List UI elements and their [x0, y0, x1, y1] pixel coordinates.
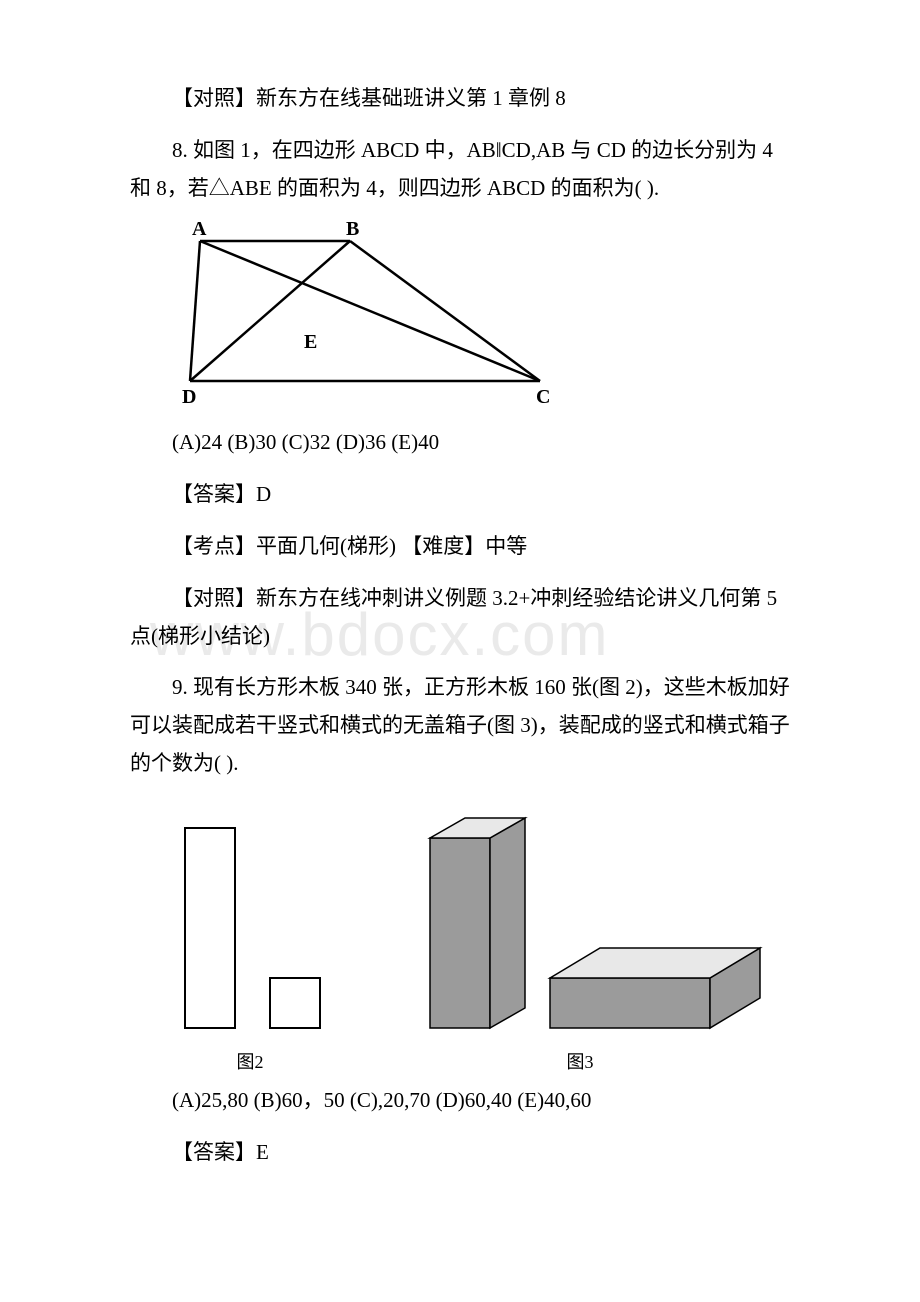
p-ref-1: 【对照】新东方在线基础班讲义第 1 章例 8 — [130, 80, 790, 118]
fig2-svg — [150, 798, 350, 1048]
q9-figures: 图2 图3 — [130, 798, 790, 1074]
document-content: 【对照】新东方在线基础班讲义第 1 章例 8 8. 如图 1，在四边形 ABCD… — [130, 80, 790, 1171]
q8-ref: 【对照】新东方在线冲刺讲义例题 3.2+冲刺经验结论讲义几何第 5 点(梯形小结… — [130, 580, 790, 656]
q9-answer: 【答案】E — [130, 1134, 790, 1172]
svg-text:A: A — [192, 221, 207, 240]
fig3-col: 图3 — [390, 798, 770, 1074]
q8-text: 8. 如图 1，在四边形 ABCD 中，AB‖CD,AB 与 CD 的边长分别为… — [130, 132, 790, 208]
svg-text:B: B — [346, 221, 359, 240]
q8-answer: 【答案】D — [130, 476, 790, 514]
fig3-svg — [390, 798, 770, 1048]
svg-text:D: D — [182, 386, 196, 406]
q9-options: (A)25,80 (B)60，50 (C),20,70 (D)60,40 (E)… — [130, 1082, 790, 1120]
fig2-col: 图2 — [150, 798, 350, 1074]
q8-diagram: A B C D E — [170, 221, 790, 406]
q9-text: 9. 现有长方形木板 340 张，正方形木板 160 张(图 2)，这些木板加好… — [130, 669, 790, 782]
q8-options: (A)24 (B)30 (C)32 (D)36 (E)40 — [130, 424, 790, 462]
fig2-label: 图2 — [237, 1048, 264, 1074]
fig3-label: 图3 — [567, 1048, 594, 1074]
svg-text:C: C — [536, 386, 550, 406]
svg-text:E: E — [304, 331, 317, 353]
q8-topic: 【考点】平面几何(梯形) 【难度】中等 — [130, 528, 790, 566]
